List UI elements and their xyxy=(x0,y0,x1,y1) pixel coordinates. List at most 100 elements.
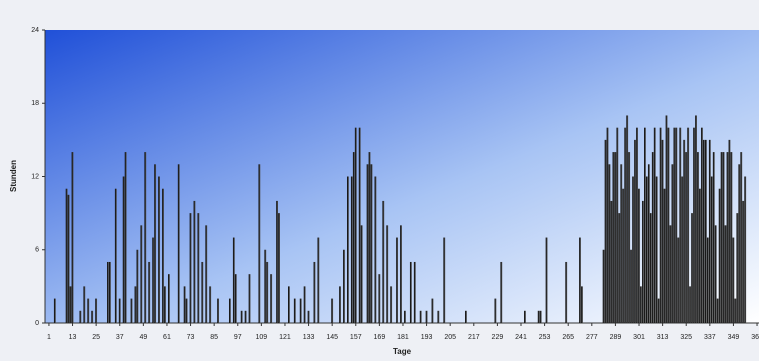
y-tick-label: 0 xyxy=(35,320,39,327)
bar xyxy=(360,225,363,323)
bar xyxy=(734,298,737,323)
bar xyxy=(158,176,160,323)
bar xyxy=(655,176,658,323)
bar xyxy=(205,225,208,323)
bar xyxy=(738,164,741,323)
bar xyxy=(87,298,90,323)
bar xyxy=(622,188,625,323)
x-tick-label: 349 xyxy=(728,334,740,341)
x-tick-label: 241 xyxy=(515,334,527,341)
bar xyxy=(703,139,705,323)
bar xyxy=(500,261,503,323)
bar xyxy=(390,286,393,323)
x-tick-label: 337 xyxy=(704,334,716,341)
bar xyxy=(79,310,82,323)
x-tick-label: 325 xyxy=(680,334,692,341)
x-tick-label: 85 xyxy=(210,334,218,341)
bar xyxy=(425,310,428,323)
bar xyxy=(240,310,243,323)
bar xyxy=(545,237,548,323)
bar xyxy=(317,237,320,323)
bar xyxy=(667,127,670,324)
bar xyxy=(437,310,440,323)
bar xyxy=(168,274,170,323)
bar xyxy=(708,139,711,323)
bar xyxy=(647,164,650,323)
bar xyxy=(744,176,747,323)
bar xyxy=(628,152,631,323)
bar xyxy=(368,152,371,323)
bar xyxy=(704,139,707,323)
bar xyxy=(671,164,674,323)
x-tick-label: 97 xyxy=(234,334,242,341)
bar xyxy=(378,274,381,323)
bar xyxy=(710,176,713,323)
bar xyxy=(693,127,695,324)
bar xyxy=(669,225,672,323)
bar xyxy=(95,298,98,323)
bar xyxy=(716,298,719,323)
bar xyxy=(352,152,355,323)
bar xyxy=(581,286,583,323)
x-tick-label: 25 xyxy=(92,334,100,341)
bar xyxy=(730,152,733,323)
x-tick-label: 193 xyxy=(421,334,433,341)
bar xyxy=(65,188,68,323)
bar xyxy=(606,127,609,324)
bar xyxy=(299,298,302,323)
bar xyxy=(724,225,727,323)
bar xyxy=(189,213,192,323)
bar xyxy=(616,127,619,324)
bar xyxy=(714,225,717,323)
bar xyxy=(726,152,729,323)
bar xyxy=(382,200,385,323)
bar xyxy=(374,176,377,323)
bar xyxy=(370,164,373,323)
x-tick-label: 205 xyxy=(444,334,456,341)
bar xyxy=(83,286,86,323)
bar xyxy=(288,286,290,323)
bar xyxy=(689,286,692,323)
bar xyxy=(638,188,640,323)
bar xyxy=(122,176,125,323)
x-tick-label: 73 xyxy=(187,334,195,341)
bar xyxy=(201,261,204,323)
bar xyxy=(665,115,668,323)
y-tick-label: 12 xyxy=(31,173,39,180)
bar xyxy=(107,261,109,323)
bar xyxy=(740,152,743,323)
bar xyxy=(343,249,345,323)
bar xyxy=(67,194,70,323)
bar xyxy=(293,298,296,323)
bar xyxy=(653,127,656,324)
bar xyxy=(626,115,629,323)
bar xyxy=(270,274,273,323)
x-tick-label: 169 xyxy=(374,334,386,341)
x-tick-label: 133 xyxy=(303,334,315,341)
bar xyxy=(642,200,644,323)
x-tick-label: 1 xyxy=(47,334,51,341)
bar xyxy=(539,310,542,323)
x-tick-label: 121 xyxy=(279,334,291,341)
y-tick-label: 18 xyxy=(31,100,39,107)
bar xyxy=(53,298,56,323)
bar xyxy=(350,176,353,323)
bar xyxy=(118,298,121,323)
bar xyxy=(443,237,446,323)
bar xyxy=(71,152,74,323)
bar xyxy=(130,298,133,323)
bar xyxy=(404,310,406,323)
bar xyxy=(537,310,540,323)
bar xyxy=(217,298,219,323)
bar xyxy=(258,164,261,323)
bar xyxy=(354,127,357,324)
bar xyxy=(358,127,361,324)
bar xyxy=(736,213,739,323)
bar xyxy=(675,127,678,324)
bar xyxy=(134,286,137,323)
bar xyxy=(677,237,680,323)
bar xyxy=(136,249,139,323)
bar xyxy=(465,310,467,323)
bar xyxy=(687,127,690,324)
bar xyxy=(154,164,157,323)
